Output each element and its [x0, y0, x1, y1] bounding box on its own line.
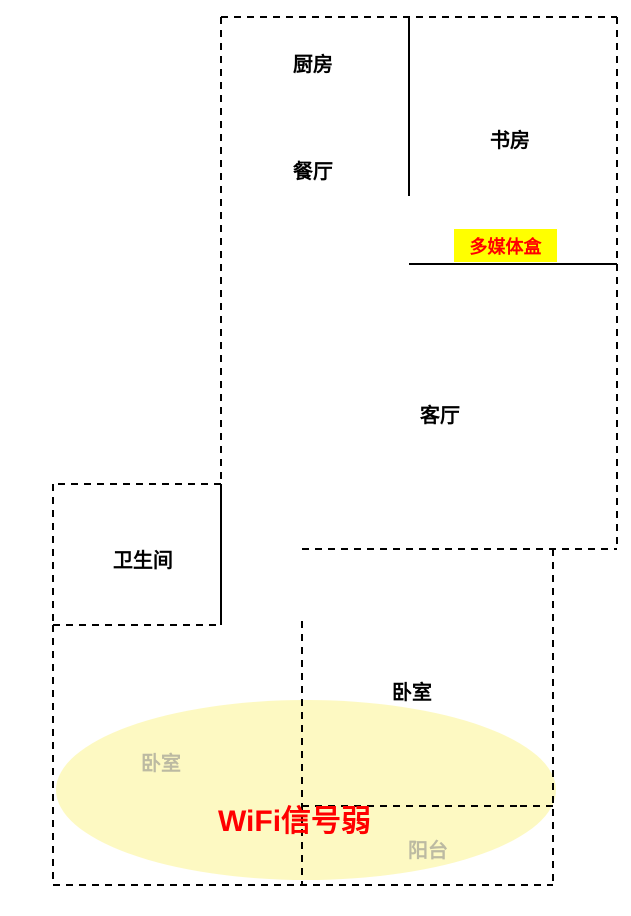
- media-box-label: 多媒体盒: [470, 233, 542, 259]
- label-balcony: 阳台: [408, 834, 448, 863]
- label-bathroom: 卫生间: [113, 544, 173, 573]
- dashed-walls-group: [53, 17, 617, 885]
- label-bedroom-b: 卧室: [141, 747, 181, 776]
- label-dining: 餐厅: [293, 155, 333, 184]
- label-bedroom-a: 卧室: [392, 676, 432, 705]
- walls-svg: [0, 0, 631, 916]
- solid-walls-group: [221, 17, 617, 625]
- wifi-weak-label: WiFi信号弱: [218, 796, 371, 840]
- floorplan-stage: 厨房 餐厅 书房 客厅 卫生间 卧室 多媒体盒 卧室 阳台 WiFi信号弱: [0, 0, 631, 916]
- media-box: 多媒体盒: [454, 229, 557, 262]
- label-kitchen: 厨房: [293, 48, 333, 77]
- label-study: 书房: [490, 124, 530, 153]
- label-living: 客厅: [420, 399, 460, 428]
